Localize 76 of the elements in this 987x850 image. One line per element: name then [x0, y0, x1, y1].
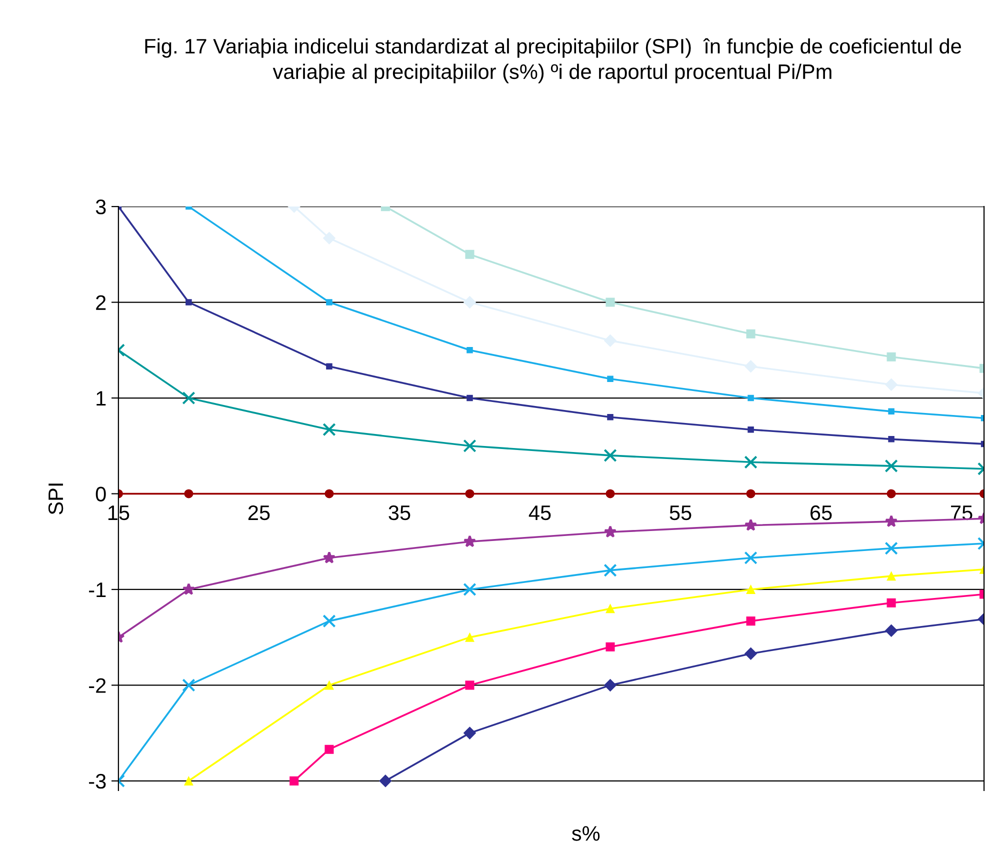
point — [322, 423, 336, 436]
point — [744, 647, 758, 660]
point — [186, 299, 192, 306]
point — [604, 525, 617, 538]
point — [884, 514, 898, 528]
point — [326, 363, 332, 370]
point — [748, 426, 754, 433]
point — [607, 376, 614, 382]
x-tick-label: 25 — [248, 505, 270, 520]
point — [606, 489, 615, 498]
x-tick-label: 35 — [388, 505, 410, 520]
point — [463, 296, 476, 309]
point — [465, 489, 474, 498]
point — [604, 678, 616, 692]
point — [746, 329, 756, 338]
y-axis-title: SPI — [48, 484, 64, 514]
point — [885, 624, 898, 637]
point — [326, 299, 332, 306]
point — [463, 439, 476, 452]
point — [324, 744, 334, 754]
point — [465, 250, 474, 259]
y-tick-label: 1 — [96, 391, 106, 406]
point — [322, 614, 336, 628]
point — [604, 334, 616, 347]
point — [322, 551, 336, 564]
point — [324, 489, 334, 498]
point — [463, 582, 476, 596]
point — [886, 598, 896, 608]
point — [884, 542, 898, 555]
point — [888, 408, 894, 415]
x-tick-label: 45 — [528, 506, 551, 520]
x-axis-title: s% — [572, 826, 600, 841]
point — [888, 436, 894, 442]
y-tick-label: 3 — [96, 200, 106, 214]
point — [184, 776, 194, 786]
point — [607, 414, 614, 420]
point — [606, 298, 615, 307]
y-tick-label: -1 — [89, 582, 106, 598]
y-tick-label: 2 — [96, 295, 106, 310]
point — [746, 489, 756, 498]
point — [466, 394, 473, 402]
point — [744, 456, 758, 469]
point — [465, 632, 474, 642]
x-tick-label: 65 — [810, 505, 832, 520]
point — [604, 448, 617, 462]
y-tick-label: 0 — [96, 486, 106, 502]
point — [379, 774, 392, 788]
point — [886, 572, 896, 581]
point — [182, 678, 196, 692]
point — [606, 604, 615, 614]
point — [744, 360, 758, 373]
point — [886, 352, 896, 362]
point — [746, 616, 756, 626]
point — [290, 776, 299, 786]
point — [748, 394, 754, 402]
point — [744, 518, 758, 531]
point — [182, 582, 196, 596]
point — [463, 726, 476, 740]
point — [184, 489, 194, 498]
point — [465, 680, 474, 690]
point — [884, 459, 898, 473]
point — [606, 642, 615, 652]
point — [744, 551, 758, 564]
y-tick-label: -2 — [89, 678, 106, 693]
point — [322, 232, 336, 244]
point — [886, 489, 896, 498]
point — [324, 680, 334, 690]
chart-title: Fig. 17 Variaþia indicelui standardizat al precipitaþiilor (SPI) în funcþie de coeficientul de variaþie al precipitaþiilor (s%) ºi de raportul procentual Pi/Pm — [145, 38, 961, 84]
point — [463, 535, 476, 548]
point — [182, 391, 196, 405]
point — [885, 378, 898, 391]
point — [746, 584, 756, 594]
point — [604, 564, 617, 577]
point — [466, 347, 473, 354]
y-tick-label: -3 — [89, 774, 106, 789]
x-tick-label: 55 — [670, 506, 692, 520]
